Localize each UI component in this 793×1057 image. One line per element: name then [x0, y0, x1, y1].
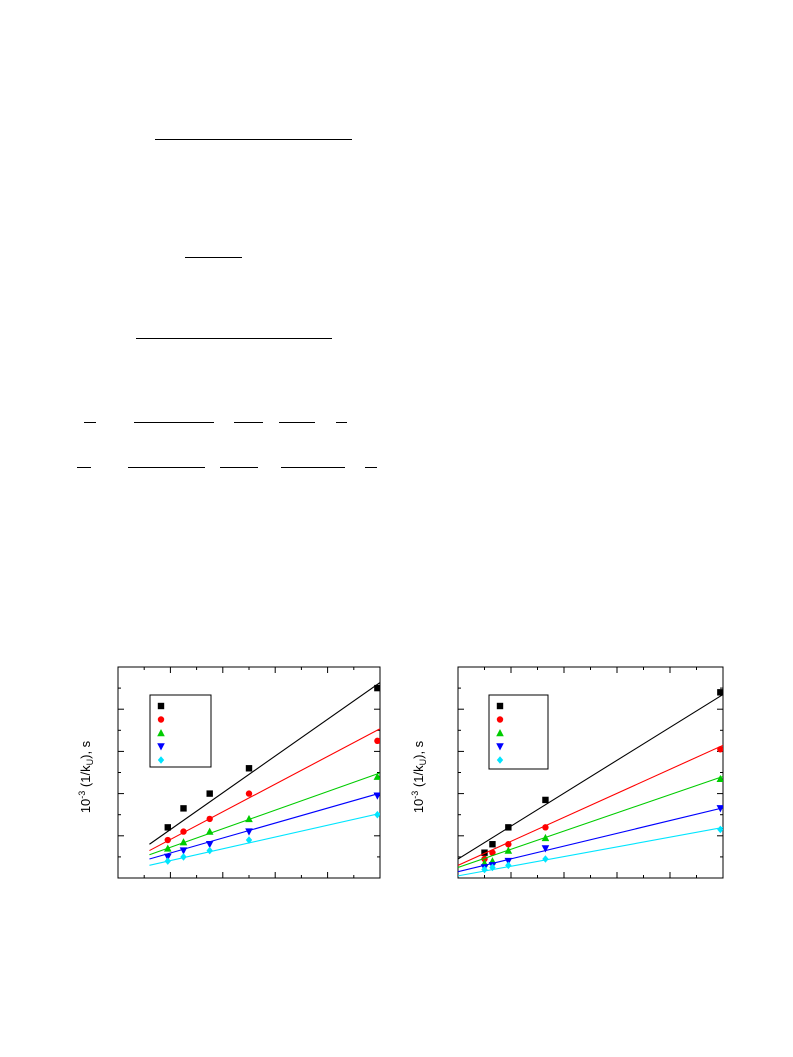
equation-rule-3	[136, 338, 332, 339]
data-point-red	[717, 746, 723, 753]
data-point-black	[542, 796, 549, 804]
data-point-blue	[205, 841, 214, 849]
data-point-blue	[163, 853, 172, 861]
data-point-green	[504, 846, 513, 854]
data-point-cyan	[245, 836, 253, 844]
data-point-red	[164, 836, 171, 844]
equation-rule-4b	[134, 422, 214, 423]
data-point-black	[180, 805, 187, 812]
equation-rule-1	[155, 139, 352, 140]
plot-area	[149, 681, 380, 866]
data-point-blue	[179, 847, 188, 855]
fit-line-cyan	[458, 826, 723, 877]
legend-marker-red	[496, 716, 504, 723]
data-point-red	[180, 828, 187, 835]
data-point-blue	[716, 805, 723, 813]
y-axis-label: 10-3 (1/kU), s	[410, 740, 428, 813]
data-point-blue	[541, 845, 550, 853]
data-point-green	[245, 814, 253, 823]
y-axis-label: 10-3 (1/kU), s	[77, 740, 95, 813]
chart-left: 10-3 (1/kU), s	[77, 666, 381, 879]
fit-line-blue	[458, 807, 723, 873]
data-point-red	[489, 849, 496, 856]
legend-marker-green	[496, 729, 504, 737]
legend-marker-black	[157, 702, 165, 710]
data-point-blue	[504, 857, 513, 866]
equation-rule-5c	[220, 467, 258, 468]
data-point-green	[179, 838, 188, 846]
equation-rule-4c	[234, 422, 263, 423]
fit-line-green	[458, 775, 723, 868]
equation-rule-4a	[84, 422, 96, 423]
equation-rule-5a	[77, 467, 91, 468]
equation-rule-5d	[281, 467, 345, 468]
data-point-black	[206, 790, 213, 797]
legend-marker-red	[157, 716, 165, 723]
fit-line-red	[149, 728, 380, 852]
legend-marker-blue	[496, 743, 504, 751]
plot-area	[458, 689, 723, 877]
data-point-cyan	[180, 853, 187, 861]
fit-line-green	[149, 772, 380, 856]
data-point-black	[164, 824, 171, 831]
data-point-green	[205, 827, 214, 835]
data-point-cyan	[542, 855, 549, 863]
legend-marker-green	[157, 729, 165, 737]
fit-line-black	[149, 681, 380, 845]
data-point-red	[374, 737, 380, 745]
data-point-red	[206, 815, 213, 823]
data-point-cyan	[206, 846, 213, 855]
equation-rule-5b	[128, 467, 205, 468]
data-point-red	[542, 824, 549, 831]
data-point-cyan	[374, 810, 380, 819]
data-point-cyan	[481, 865, 488, 874]
data-point-cyan	[489, 863, 496, 872]
data-point-black	[245, 765, 253, 772]
data-point-green	[163, 844, 172, 852]
data-point-black	[505, 824, 512, 831]
equation-rule-5e	[365, 467, 377, 468]
data-point-black	[489, 841, 496, 848]
data-point-blue	[373, 792, 380, 800]
legend-marker-cyan	[496, 756, 504, 764]
legend-marker-black	[496, 702, 504, 710]
data-point-blue	[245, 828, 253, 836]
chart-right: 10-3 (1/kU), s	[410, 666, 724, 879]
data-point-cyan	[717, 825, 723, 834]
fit-line-blue	[149, 792, 380, 860]
data-point-red	[505, 841, 512, 848]
data-point-green	[373, 772, 380, 780]
data-point-black	[481, 849, 488, 856]
data-point-green	[716, 774, 723, 783]
equation-rule-2	[185, 257, 242, 258]
data-point-cyan	[505, 861, 512, 870]
data-point-green	[541, 833, 550, 842]
data-point-black	[374, 684, 380, 692]
equation-rule-4e	[336, 422, 347, 423]
data-point-red	[245, 790, 253, 797]
legend-marker-blue	[157, 743, 165, 751]
data-point-cyan	[164, 857, 171, 865]
data-point-black	[717, 689, 723, 696]
fit-line-cyan	[149, 812, 380, 866]
equation-rule-4d	[279, 422, 315, 423]
